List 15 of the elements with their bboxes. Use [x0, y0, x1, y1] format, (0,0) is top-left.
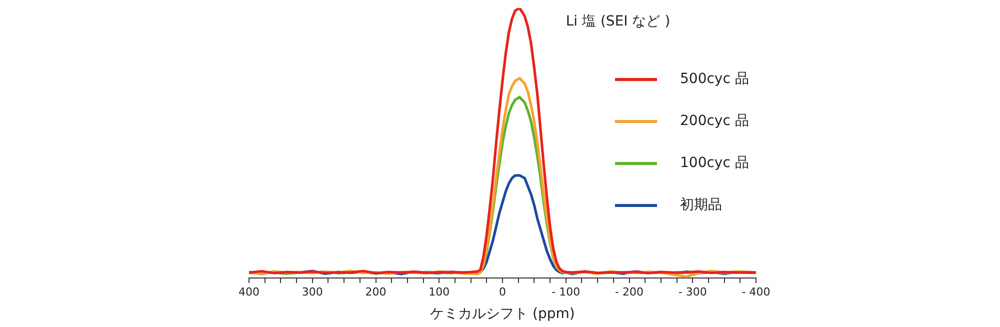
x-tick-label: - 100: [552, 285, 580, 298]
x-tick-label: 0: [499, 285, 506, 298]
annotation: Li 塩 (SEI など ): [566, 14, 670, 30]
x-tick-label: - 200: [615, 285, 644, 298]
x-axis-title: ケミカルシフト (ppm): [430, 306, 575, 322]
x-tick-label: 400: [238, 285, 260, 298]
x-tick-label: 100: [428, 285, 450, 298]
x-tick-label: 200: [365, 285, 386, 298]
x-tick-label: 300: [302, 285, 323, 298]
x-tick-label: - 400: [742, 285, 770, 298]
legend-label: 100cyc 品: [680, 154, 749, 172]
x-tick-label: - 300: [678, 285, 707, 298]
legend-label: 500cyc 品: [680, 70, 749, 88]
legend-label: 初期品: [680, 196, 722, 214]
legend-label: 200cyc 品: [680, 112, 749, 130]
